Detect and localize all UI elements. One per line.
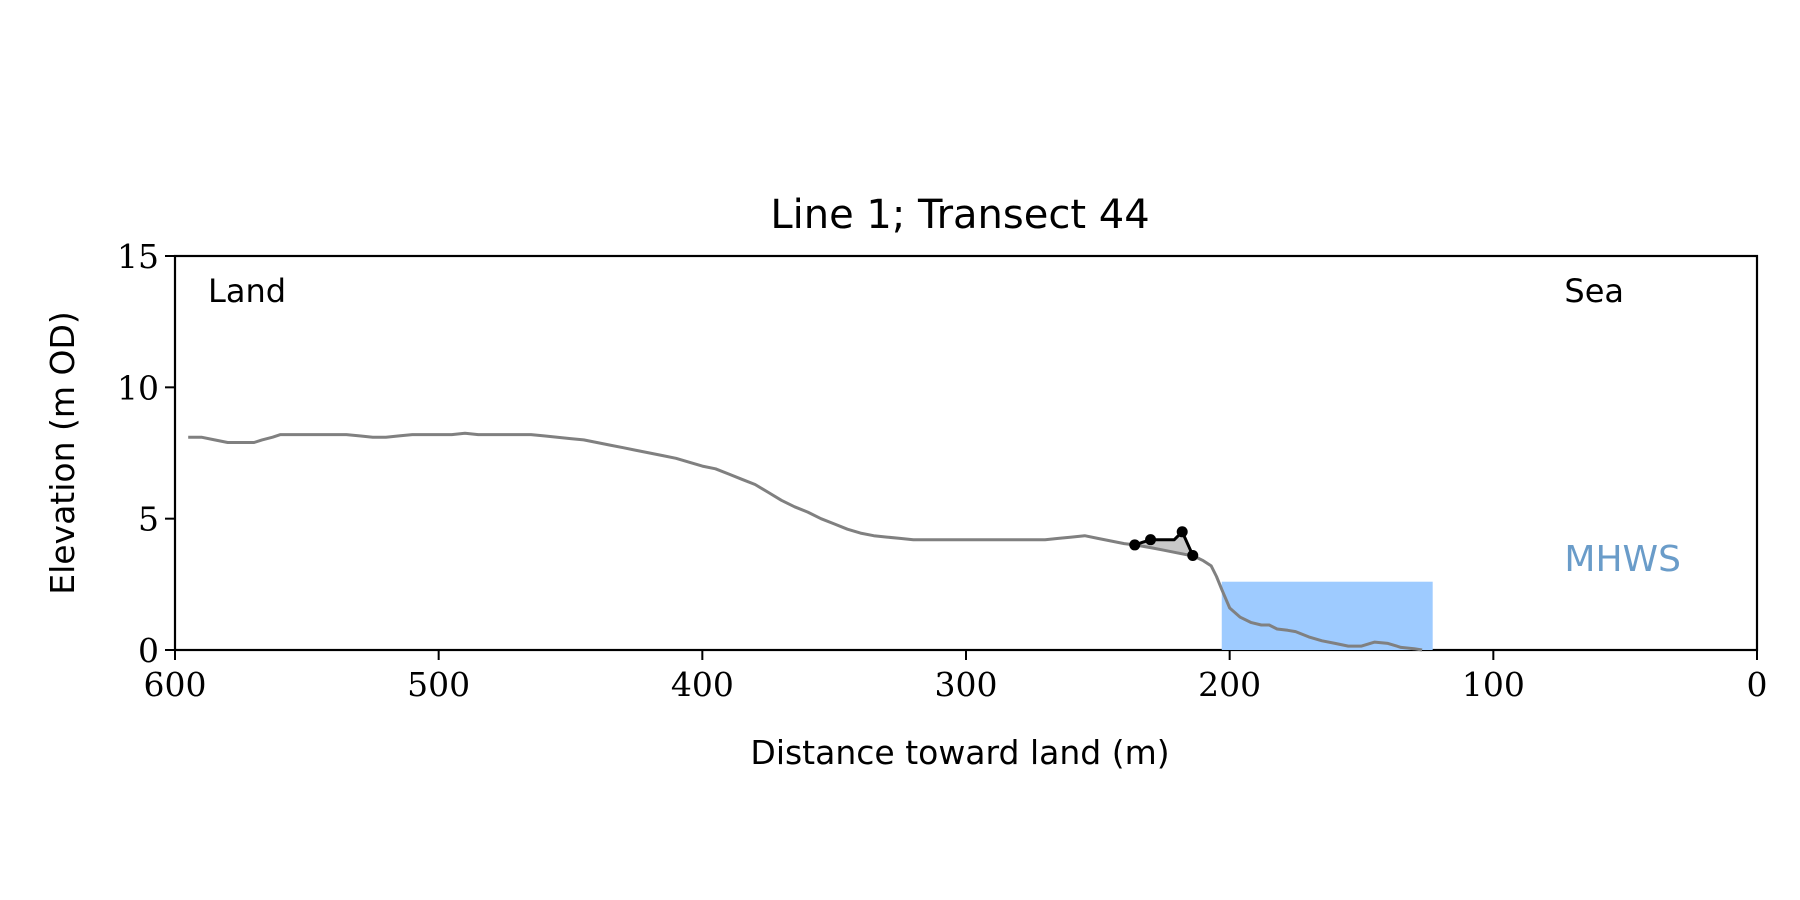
x-axis-label: Distance toward land (m) (750, 733, 1169, 772)
x-tick-label: 400 (671, 665, 734, 704)
elevation-profile-line (188, 431, 1423, 652)
cliff-marker (1187, 549, 1199, 561)
profile-layer (188, 431, 1423, 652)
x-tick-label: 100 (1462, 665, 1525, 704)
y-tick-label: 15 (117, 237, 159, 276)
cliff-marker (1145, 534, 1157, 546)
mhws-fill (1221, 581, 1433, 650)
sea-label: Sea (1564, 272, 1624, 310)
y-tick-label: 10 (117, 368, 159, 407)
mhws-label: MHWS (1564, 539, 1681, 580)
y-axis-ticks: 0 5 10 15 (117, 237, 175, 670)
plot-frame (173, 254, 1759, 652)
cliff-marker (1129, 539, 1141, 551)
chart-title: Line 1; Transect 44 (770, 192, 1149, 238)
x-tick-label: 600 (144, 665, 207, 704)
x-tick-label: 500 (407, 665, 470, 704)
mhws-layer (1221, 581, 1433, 650)
land-label: Land (208, 272, 286, 310)
x-axis-ticks: 600 500 400 300 200 100 0 (144, 650, 1768, 704)
x-tick-label: 200 (1198, 665, 1261, 704)
cliff-marker (1176, 526, 1188, 538)
x-tick-label: 300 (935, 665, 998, 704)
cliff-layer (1129, 526, 1199, 561)
x-tick-label: 0 (1747, 665, 1768, 704)
y-axis-label: Elevation (m OD) (43, 311, 82, 595)
cliff-fill-layer (1134, 531, 1193, 557)
y-tick-label: 5 (138, 500, 159, 539)
y-tick-label: 0 (138, 631, 159, 670)
cliff-area-fill (1134, 531, 1193, 557)
